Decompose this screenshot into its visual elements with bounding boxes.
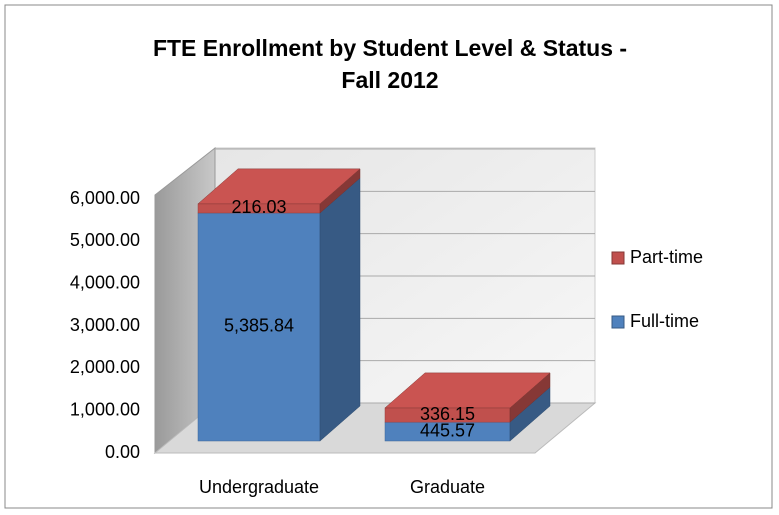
data-label: 445.57 [420, 420, 475, 440]
data-label: 5,385.84 [224, 316, 294, 336]
y-tick-label: 2,000.00 [70, 357, 140, 377]
legend-swatch [611, 315, 625, 329]
legend-label: Part-time [630, 247, 703, 267]
y-tick-label: 3,000.00 [70, 315, 140, 335]
y-tick-label: 6,000.00 [70, 188, 140, 208]
y-tick-label: 1,000.00 [70, 399, 140, 419]
bar-front [197, 212, 321, 442]
y-tick-label: 4,000.00 [70, 272, 140, 292]
y-tick-label: 0.00 [105, 442, 140, 462]
y-tick-label: 5,000.00 [70, 230, 140, 250]
x-tick-label: Graduate [410, 477, 485, 497]
x-tick-label: Undergraduate [199, 477, 319, 497]
chart-title: FTE Enrollment by Student Level & Status… [152, 35, 628, 93]
legend-swatch [611, 251, 625, 265]
bar-top [384, 372, 551, 409]
data-label: 336.15 [420, 404, 475, 424]
bar-top [197, 168, 361, 205]
data-label: 216.03 [231, 197, 286, 217]
bar-side [319, 177, 361, 442]
legend-label: Full-time [630, 311, 699, 331]
